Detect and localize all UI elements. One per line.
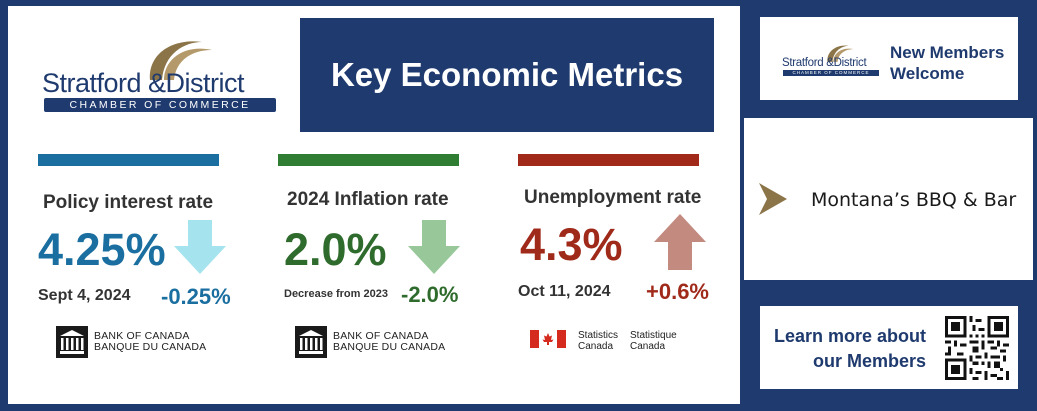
up-arrow-icon [654, 214, 706, 270]
chevron-right-icon [759, 183, 787, 215]
learn-more-line1: Learn more about [773, 326, 926, 346]
down-arrow-icon [174, 220, 226, 274]
down-arrow-icon [408, 220, 460, 274]
logo-tagline: CHAMBER OF COMMERCE [783, 70, 879, 76]
source-line-fr: BANQUE DU CANADA [333, 341, 446, 353]
title-banner: Key Economic Metrics [300, 18, 714, 132]
metric-inflation-rate: 2024 Inflation rate 2.0% Decrease from 2… [278, 154, 518, 394]
logo-swoosh-icon [827, 45, 854, 62]
featured-member-name: Montana’s BBQ & Bar [811, 189, 1017, 211]
metric-date: Decrease from 2023 [284, 288, 388, 300]
logo-name: Stratford &District [782, 57, 867, 69]
source-bank-of-canada: BANK OF CANADA BANQUE DU CANADA [56, 326, 206, 358]
chamber-logo: Stratford &District CHAMBER OF COMMERCE [42, 36, 282, 116]
bank-building-icon [56, 326, 88, 358]
metric-change: -2.0% [401, 282, 459, 307]
metric-label: 2024 Inflation rate [287, 189, 449, 210]
metric-date: Oct 11, 2024 [518, 283, 611, 300]
metric-stripe [38, 154, 219, 166]
learn-more-text: Learn more about our Members [774, 324, 926, 374]
new-members-line1: New Members [890, 43, 1005, 62]
source-en-line2: Canada [578, 341, 614, 352]
source-bank-of-canada: BANK OF CANADA BANQUE DU CANADA [295, 326, 445, 358]
metric-date: Sept 4, 2024 [38, 287, 131, 304]
source-fr-line1: Statistique [630, 330, 677, 341]
page-title: Key Economic Metrics [330, 56, 684, 93]
metric-change: -0.25% [161, 284, 231, 309]
learn-more-line2: our Members [812, 351, 926, 371]
learn-more-panel[interactable]: Learn more about our Members [760, 306, 1018, 389]
new-members-text: New Members Welcome [890, 42, 1004, 84]
metrics-panel: Stratford &District CHAMBER OF COMMERCE … [8, 6, 740, 404]
source-statistics-canada: Statistics Canada Statistique Canada [530, 330, 677, 352]
metric-value: 2.0% [284, 224, 387, 275]
bank-building-icon [295, 326, 327, 358]
metric-label: Unemployment rate [524, 187, 702, 208]
logo-name: Stratford &District [42, 68, 245, 98]
featured-member-panel[interactable]: Montana’s BBQ & Bar [744, 118, 1033, 280]
source-line-en: BANK OF CANADA [333, 330, 429, 342]
metric-value: 4.3% [520, 219, 623, 270]
metric-stripe [278, 154, 459, 166]
canada-flag-icon [530, 330, 566, 348]
source-en-line1: Statistics [578, 330, 619, 341]
new-members-line2: Welcome [890, 64, 965, 83]
metric-value: 4.25% [38, 224, 166, 275]
logo-swoosh-icon [149, 41, 212, 80]
metric-policy-rate: Policy interest rate 4.25% Sept 4, 2024 … [38, 154, 278, 394]
metric-change: +0.6% [646, 279, 709, 304]
new-members-panel[interactable]: Stratford &District CHAMBER OF COMMERCE … [760, 17, 1018, 100]
metric-stripe [518, 154, 699, 166]
metric-unemployment-rate: Unemployment rate 4.3% Oct 11, 2024 +0.6… [518, 154, 758, 394]
metric-label: Policy interest rate [43, 192, 214, 213]
source-line-fr: BANQUE DU CANADA [94, 341, 207, 353]
qr-code-icon[interactable] [945, 316, 1009, 380]
chamber-logo-small: Stratford &District CHAMBER OF COMMERCE [782, 43, 882, 77]
logo-tagline: CHAMBER OF COMMERCE [44, 98, 276, 112]
source-fr-line2: Canada [630, 341, 666, 352]
source-line-en: BANK OF CANADA [94, 330, 190, 342]
